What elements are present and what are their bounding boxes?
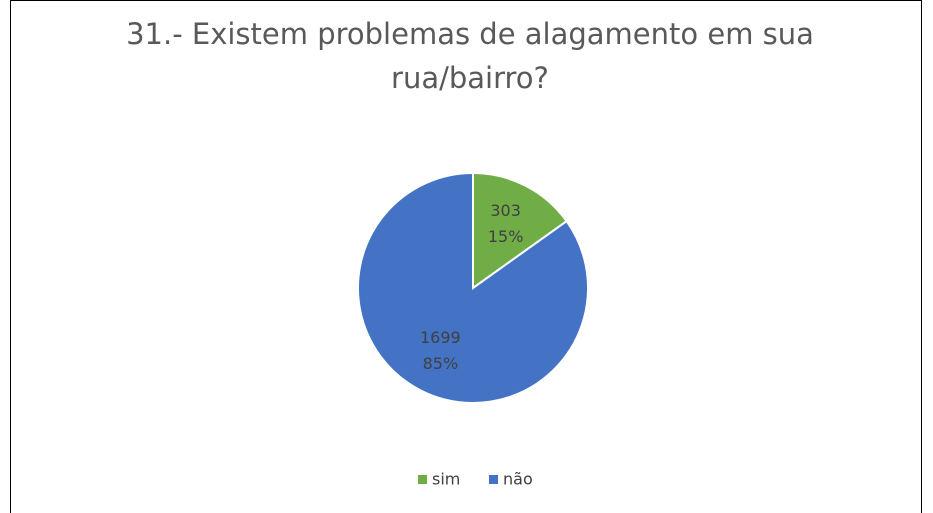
legend-swatch: [489, 475, 498, 484]
pie-slice: [357, 171, 589, 404]
chart-title: 31.- Existem problemas de alagamento em …: [126, 17, 814, 95]
percent-label: 15%: [488, 227, 524, 246]
value-label: 303: [490, 201, 521, 220]
legend-swatch: [418, 475, 427, 484]
percent-label: 85%: [423, 354, 459, 373]
legend-label: não: [503, 470, 533, 489]
value-label: 1699: [420, 328, 461, 347]
pie-slice: [472, 171, 569, 290]
title-box: 31.- Existem problemas de alagamento em …: [126, 17, 814, 95]
legend-label: sim: [432, 470, 460, 489]
